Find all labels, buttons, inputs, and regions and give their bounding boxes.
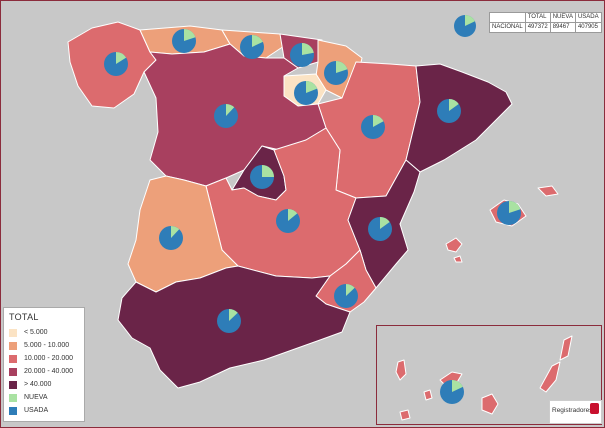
pie-slice-nueva bbox=[465, 15, 475, 26]
map-legend: TOTAL < 5.000 5.000 - 10.000 10.000 - 20… bbox=[3, 307, 85, 422]
table-header-row: TOTAL NUEVA USADA bbox=[489, 12, 602, 23]
logo-text: Registradores bbox=[552, 407, 593, 414]
pie-slice-nueva bbox=[116, 52, 127, 64]
registradores-logo: Registradores bbox=[549, 400, 602, 424]
pie-slice-nueva bbox=[509, 201, 521, 213]
pie-slice-nueva bbox=[171, 226, 180, 238]
legend-item: NUEVA bbox=[9, 391, 79, 404]
pie-slice-nueva bbox=[306, 81, 318, 93]
legend-item: < 5.000 bbox=[9, 326, 79, 339]
legend-item: USADA bbox=[9, 404, 79, 417]
region-baleares-ibiza[interactable] bbox=[445, 237, 463, 253]
region-canarias-lanzarote[interactable] bbox=[559, 335, 573, 361]
pie-chart bbox=[214, 104, 238, 128]
pie-chart bbox=[104, 52, 128, 76]
pie-slice-nueva bbox=[373, 115, 384, 127]
pie-chart bbox=[334, 284, 358, 308]
legend-swatch bbox=[9, 354, 17, 363]
pie-chart bbox=[290, 43, 314, 67]
legend-label: USADA bbox=[24, 407, 49, 414]
table-row: NACIONAL 497372 89467 407905 bbox=[489, 22, 602, 33]
legend-swatch bbox=[9, 380, 17, 389]
legend-label: < 5.000 bbox=[24, 329, 48, 336]
canary-islands-inset bbox=[376, 325, 602, 425]
region-canarias-fuerteventura[interactable] bbox=[539, 361, 561, 393]
pie-chart bbox=[159, 226, 183, 250]
legend-item: 20.000 - 40.000 bbox=[9, 365, 79, 378]
legend-swatch bbox=[9, 341, 17, 350]
table-cell-total: 497372 bbox=[524, 22, 551, 33]
pie-chart bbox=[440, 380, 464, 404]
pie-slice-nueva bbox=[336, 61, 348, 73]
region-baleares-menorca[interactable] bbox=[537, 185, 559, 197]
pie-slice-nueva bbox=[184, 29, 196, 41]
table-header-cell: TOTAL bbox=[524, 12, 551, 23]
region-canarias-gran-canaria[interactable] bbox=[481, 393, 499, 415]
pie-chart bbox=[294, 81, 318, 105]
pie-chart bbox=[172, 29, 196, 53]
pie-chart bbox=[276, 209, 300, 233]
pie-slice-nueva bbox=[229, 309, 238, 321]
legend-swatch bbox=[9, 393, 17, 402]
logo-mark-icon bbox=[590, 403, 599, 414]
pie-slice-nueva bbox=[302, 43, 314, 55]
table-row-label: NACIONAL bbox=[489, 22, 526, 33]
pie-slice-nueva bbox=[452, 380, 463, 392]
region-cataluna[interactable] bbox=[405, 63, 513, 173]
legend-label: NUEVA bbox=[24, 394, 48, 401]
legend-swatch bbox=[9, 406, 17, 415]
pie-slice-nueva bbox=[346, 284, 355, 296]
legend-swatch bbox=[9, 367, 17, 376]
table-cell-nueva: 89467 bbox=[549, 22, 576, 33]
pie-chart bbox=[497, 201, 521, 225]
table-header-cell bbox=[489, 12, 526, 23]
national-summary-table: TOTAL NUEVA USADA NACIONAL 497372 89467 … bbox=[489, 12, 602, 33]
pie-slice-nueva bbox=[288, 209, 298, 221]
table-header-cell: NUEVA bbox=[549, 12, 576, 23]
pie-slice-nueva bbox=[252, 35, 263, 47]
pie-slice-nueva bbox=[262, 165, 274, 177]
pie-slice-nueva bbox=[226, 104, 235, 116]
legend-label: > 40.000 bbox=[24, 381, 52, 388]
region-baleares-formentera[interactable] bbox=[453, 255, 463, 263]
legend-label: 5.000 - 10.000 bbox=[24, 342, 70, 349]
pie-chart bbox=[250, 165, 274, 189]
pie-slice-nueva bbox=[449, 99, 459, 111]
national-pie-chart bbox=[454, 15, 476, 37]
region-canarias-la-gomera[interactable] bbox=[423, 389, 433, 401]
pie-chart bbox=[217, 309, 241, 333]
table-header-cell: USADA bbox=[574, 12, 602, 23]
legend-item: 10.000 - 20.000 bbox=[9, 352, 79, 365]
legend-label: 10.000 - 20.000 bbox=[24, 355, 74, 362]
legend-item: 5.000 - 10.000 bbox=[9, 339, 79, 352]
pie-chart bbox=[240, 35, 264, 59]
pie-chart bbox=[368, 216, 392, 241]
legend-label: 20.000 - 40.000 bbox=[24, 368, 74, 375]
legend-title: TOTAL bbox=[9, 312, 39, 322]
pie-chart bbox=[361, 115, 385, 139]
table-cell-usada: 407905 bbox=[574, 22, 602, 33]
region-canarias-la-palma[interactable] bbox=[395, 359, 407, 381]
pie-slice-nueva bbox=[380, 216, 390, 229]
legend-swatch bbox=[9, 328, 17, 337]
pie-chart bbox=[324, 61, 348, 85]
legend-item: > 40.000 bbox=[9, 378, 79, 391]
region-canarias-el-hierro[interactable] bbox=[399, 409, 411, 421]
pie-chart bbox=[437, 99, 461, 123]
